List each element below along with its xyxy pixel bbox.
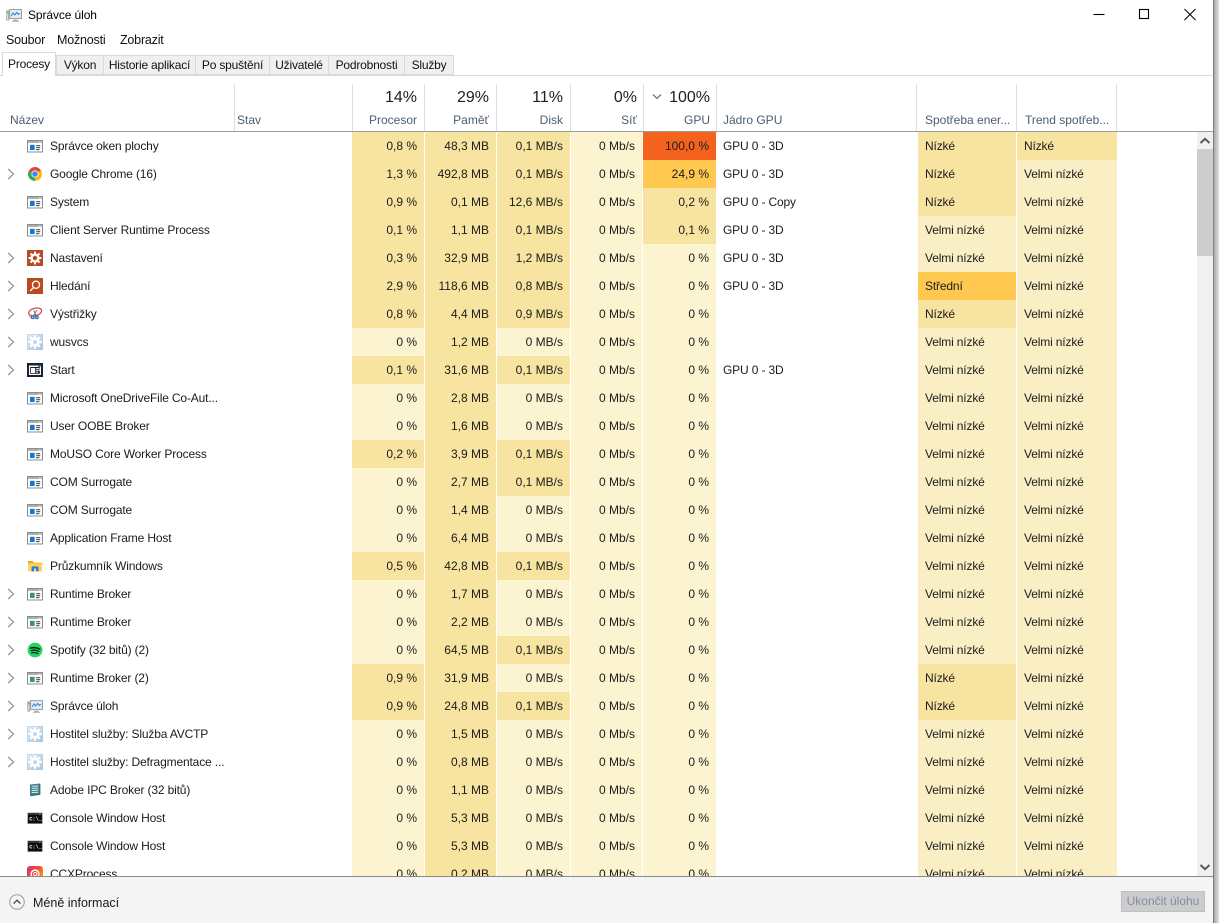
svg-text:C:\_: C:\_	[29, 845, 43, 851]
svg-text:C:\_: C:\_	[29, 817, 43, 823]
